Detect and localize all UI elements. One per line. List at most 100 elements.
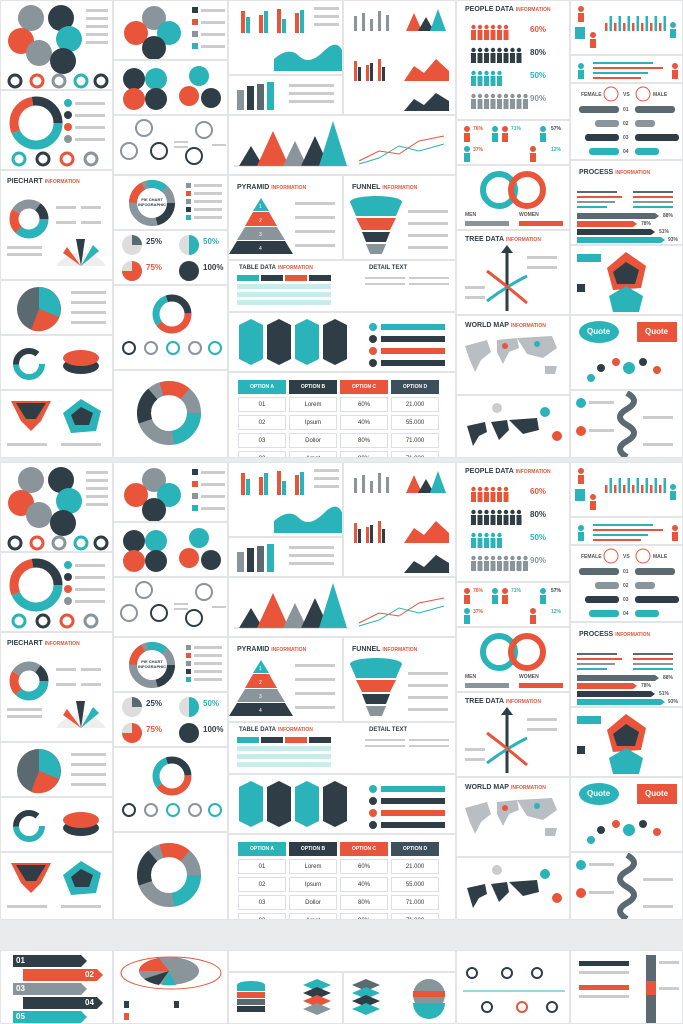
table-row: 01 Lorem 60% 21.000 xyxy=(238,859,439,874)
female-label: FEMALE xyxy=(581,554,602,560)
column-panel xyxy=(228,537,343,577)
quote-label: Quote xyxy=(587,327,611,336)
tree-title-text: TREE DATA xyxy=(465,698,505,705)
person-icon xyxy=(484,509,489,525)
piechart-title-text: PIECHART xyxy=(7,178,43,185)
table-cell: 02 xyxy=(238,415,286,430)
table-cell: Amet xyxy=(289,913,337,919)
stat-pct: 71% xyxy=(511,126,522,132)
funnel-panel: FUNNEL INFORMATION xyxy=(343,175,456,260)
people-pct: 60% xyxy=(530,25,547,34)
people-pct: 50% xyxy=(530,71,547,80)
step-number: 03 xyxy=(16,984,25,993)
people-bars-panel xyxy=(570,462,683,517)
options-table-panel: OPTION A OPTION B OPTION C OPTION D 01 Lorem… xyxy=(228,834,456,920)
graphs-panel xyxy=(343,0,456,115)
piechart-panel: PIECHART INFORMATION xyxy=(0,170,113,280)
cylinder-panel xyxy=(0,797,113,852)
process-title: PROCESS INFORMATION xyxy=(579,631,650,638)
mini-bar xyxy=(663,16,666,31)
person-icon xyxy=(471,93,476,109)
quote-label: Quote xyxy=(645,327,669,336)
process-panel: PROCESS INFORMATION 88% 78% 51% 93% xyxy=(570,160,683,245)
table-cell: 71.000 xyxy=(391,895,439,910)
bubble-panel-2 xyxy=(113,0,228,60)
pie-pct: 100% xyxy=(203,725,224,734)
mini-bar xyxy=(636,478,639,493)
people-data-panel: PEOPLE DATA INFORMATION 60% 80% 50% 90% xyxy=(456,462,570,582)
pyramid-title: PYRAMID INFORMATION xyxy=(237,646,306,653)
pie-pct: 25% xyxy=(146,237,163,246)
table-cell: 80% xyxy=(340,433,388,448)
female-vs-male-panel: FEMALE VS MALE 01 02 03 04 xyxy=(570,83,683,160)
table-cell: 03 xyxy=(238,433,286,448)
person-icon xyxy=(516,47,522,63)
person-icon xyxy=(523,555,528,571)
pie-center-label: PIE CHART INFOGRAPHIC xyxy=(138,659,166,669)
cylinder-panel xyxy=(0,335,113,390)
person-icon xyxy=(477,509,483,525)
mini-bar xyxy=(623,485,626,493)
vs-label: VS xyxy=(623,92,630,98)
info-subtitle: INFORMATION xyxy=(510,785,546,791)
gender-circles-panel: MEN WOMEN xyxy=(456,627,570,692)
options-table: OPTION A OPTION B OPTION C OPTION D 01 Lorem… xyxy=(235,839,442,919)
female-vs-male-panel: FEMALE VS MALE 01 02 03 04 xyxy=(570,545,683,622)
table-cell: Lorem xyxy=(289,397,337,412)
person-icon xyxy=(510,47,515,63)
person-icon xyxy=(497,486,502,502)
pyramid-panel: PYRAMID INFORMATION 1 2 3 4 xyxy=(228,637,343,722)
ring-diagram-panel xyxy=(113,577,228,637)
column-panel xyxy=(228,75,343,115)
info-subtitle: INFORMATION xyxy=(271,185,307,191)
table-cell: Dollor xyxy=(289,895,337,910)
quote-label: Quote xyxy=(587,789,611,798)
pyramid-step: 4 xyxy=(259,246,262,252)
bubble-panel-2 xyxy=(113,462,228,522)
mini-bar xyxy=(614,23,617,31)
vs-step: 04 xyxy=(623,611,629,617)
funnel-title: FUNNEL INFORMATION xyxy=(352,646,417,653)
person-icon xyxy=(497,555,502,571)
table-cell: Amet xyxy=(289,451,337,457)
person-icon xyxy=(477,555,483,571)
person-icon xyxy=(497,70,502,86)
person-icon xyxy=(497,93,502,109)
mini-bar xyxy=(627,478,630,493)
mini-bar xyxy=(636,16,639,31)
info-subtitle: INFORMATION xyxy=(44,179,80,185)
tree-data-panel: TREE DATA INFORMATION xyxy=(456,230,570,315)
donut-panel xyxy=(113,285,228,370)
stat-pct: 37% xyxy=(473,609,484,615)
person-icon xyxy=(471,70,476,86)
info-subtitle: INFORMATION xyxy=(278,727,313,733)
people-data-panel: PEOPLE DATA INFORMATION 60% 80% 50% 90% xyxy=(456,0,570,120)
table-cell: 03 xyxy=(238,913,286,919)
stack-panel xyxy=(343,972,456,1024)
step-number: 05 xyxy=(16,1012,25,1021)
pyramid-title-text: PYRAMID xyxy=(237,646,270,653)
table-data-title-text: TABLE DATA xyxy=(239,727,276,733)
mini-bar xyxy=(623,23,626,31)
step-number: 04 xyxy=(85,998,94,1007)
detail-title: DETAIL TEXT xyxy=(369,727,408,733)
quote-panel: Quote Quote xyxy=(570,315,683,390)
stat-pct: 76% xyxy=(473,126,484,132)
segment-ring-panel xyxy=(113,370,228,458)
table-data-title: TABLE DATA INFORMATION xyxy=(239,265,313,271)
table-cell: 80% xyxy=(340,895,388,910)
people-bars-panel xyxy=(570,0,683,55)
table-header-row: OPTION A OPTION B OPTION C OPTION D xyxy=(238,842,439,856)
person-icon xyxy=(497,532,502,548)
hbar-panel xyxy=(570,517,683,545)
person-icon xyxy=(490,509,496,525)
graphs-panel xyxy=(343,462,456,577)
table-data-panel: TABLE DATA INFORMATION DETAIL TEXT xyxy=(228,722,456,774)
people-pct: 90% xyxy=(530,556,547,565)
process-pct: 93% xyxy=(668,699,679,705)
process-pct: 93% xyxy=(668,237,679,243)
infographic-set: PIECHART INFORMATION PIE CHART INFOGRAPHI… xyxy=(0,0,683,458)
tree-title-text: TREE DATA xyxy=(465,236,505,243)
pyramid-step: 3 xyxy=(259,694,262,700)
bar-chart-panel xyxy=(228,462,343,537)
